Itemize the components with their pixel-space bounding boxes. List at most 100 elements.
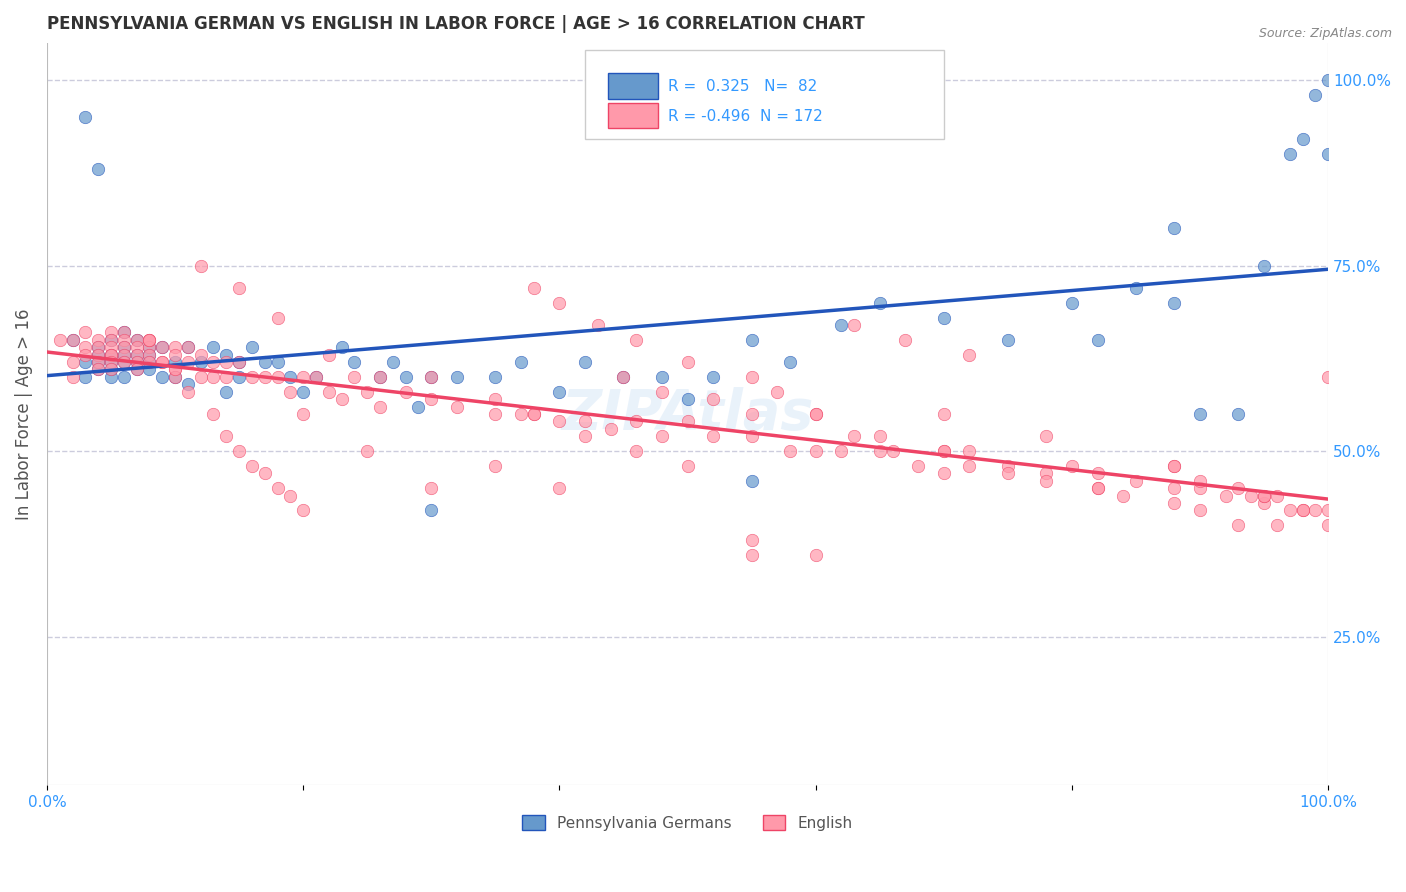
Point bbox=[292, 407, 315, 421]
Point bbox=[202, 407, 225, 421]
Point bbox=[1227, 481, 1250, 495]
Point bbox=[932, 444, 955, 458]
Point bbox=[1253, 259, 1275, 273]
Point bbox=[932, 467, 955, 481]
Point bbox=[484, 407, 506, 421]
Point bbox=[804, 407, 827, 421]
Point bbox=[1317, 518, 1340, 533]
Point bbox=[215, 429, 238, 443]
Point bbox=[163, 370, 186, 384]
Point bbox=[138, 333, 160, 347]
Point bbox=[253, 467, 276, 481]
Point bbox=[997, 333, 1019, 347]
Point bbox=[138, 362, 160, 376]
Point bbox=[75, 340, 97, 354]
Point bbox=[240, 458, 263, 473]
Point bbox=[75, 326, 97, 340]
Point bbox=[779, 355, 801, 369]
Point bbox=[87, 348, 110, 362]
Point bbox=[676, 392, 699, 406]
Point bbox=[138, 340, 160, 354]
Point bbox=[292, 370, 315, 384]
Point bbox=[215, 355, 238, 369]
Point bbox=[1163, 496, 1185, 510]
Point bbox=[343, 355, 366, 369]
Point bbox=[138, 348, 160, 362]
Point bbox=[202, 370, 225, 384]
Point bbox=[150, 355, 173, 369]
Point bbox=[1087, 333, 1109, 347]
Point bbox=[62, 333, 84, 347]
Point bbox=[1253, 496, 1275, 510]
Point bbox=[869, 444, 891, 458]
Point bbox=[87, 355, 110, 369]
Point bbox=[446, 370, 468, 384]
Point bbox=[177, 340, 200, 354]
Point bbox=[125, 355, 148, 369]
Point bbox=[150, 370, 173, 384]
Point bbox=[420, 503, 443, 517]
Point bbox=[75, 348, 97, 362]
Point bbox=[484, 458, 506, 473]
Point bbox=[586, 318, 609, 332]
Point bbox=[420, 392, 443, 406]
Point bbox=[163, 348, 186, 362]
Point bbox=[266, 310, 288, 325]
Point bbox=[804, 444, 827, 458]
Point bbox=[1125, 474, 1147, 488]
Point bbox=[1227, 407, 1250, 421]
Point bbox=[305, 370, 328, 384]
Point bbox=[702, 392, 724, 406]
Point bbox=[869, 295, 891, 310]
Point bbox=[240, 340, 263, 354]
Point bbox=[523, 281, 546, 295]
Point bbox=[228, 444, 250, 458]
Point bbox=[62, 355, 84, 369]
Point bbox=[1163, 221, 1185, 235]
Point bbox=[932, 407, 955, 421]
Point bbox=[100, 348, 122, 362]
Point bbox=[1317, 503, 1340, 517]
Point bbox=[112, 348, 135, 362]
Point bbox=[1163, 481, 1185, 495]
Point bbox=[368, 370, 391, 384]
Point bbox=[87, 362, 110, 376]
Point bbox=[112, 348, 135, 362]
Point bbox=[741, 407, 763, 421]
Point bbox=[484, 392, 506, 406]
Point bbox=[292, 503, 315, 517]
Point bbox=[1291, 503, 1313, 517]
Point bbox=[548, 384, 571, 399]
Point bbox=[48, 333, 70, 347]
Point bbox=[882, 444, 904, 458]
Point bbox=[804, 548, 827, 562]
Point bbox=[741, 370, 763, 384]
Point bbox=[87, 333, 110, 347]
Point bbox=[548, 295, 571, 310]
Point bbox=[997, 467, 1019, 481]
Point bbox=[318, 348, 340, 362]
Point bbox=[318, 384, 340, 399]
Point bbox=[202, 340, 225, 354]
Point bbox=[228, 370, 250, 384]
Point bbox=[330, 392, 353, 406]
Point bbox=[75, 110, 97, 124]
Point bbox=[215, 370, 238, 384]
Point bbox=[87, 355, 110, 369]
Point bbox=[343, 370, 366, 384]
Point bbox=[676, 355, 699, 369]
Point bbox=[1265, 489, 1288, 503]
Point bbox=[1291, 132, 1313, 146]
Point bbox=[932, 310, 955, 325]
Point bbox=[766, 384, 789, 399]
Point bbox=[830, 318, 852, 332]
Point bbox=[100, 362, 122, 376]
Point bbox=[779, 444, 801, 458]
Point bbox=[1035, 474, 1057, 488]
Point bbox=[599, 422, 621, 436]
Point bbox=[228, 355, 250, 369]
Point bbox=[548, 414, 571, 428]
Point bbox=[1188, 474, 1211, 488]
Point bbox=[612, 370, 634, 384]
Point bbox=[626, 444, 648, 458]
